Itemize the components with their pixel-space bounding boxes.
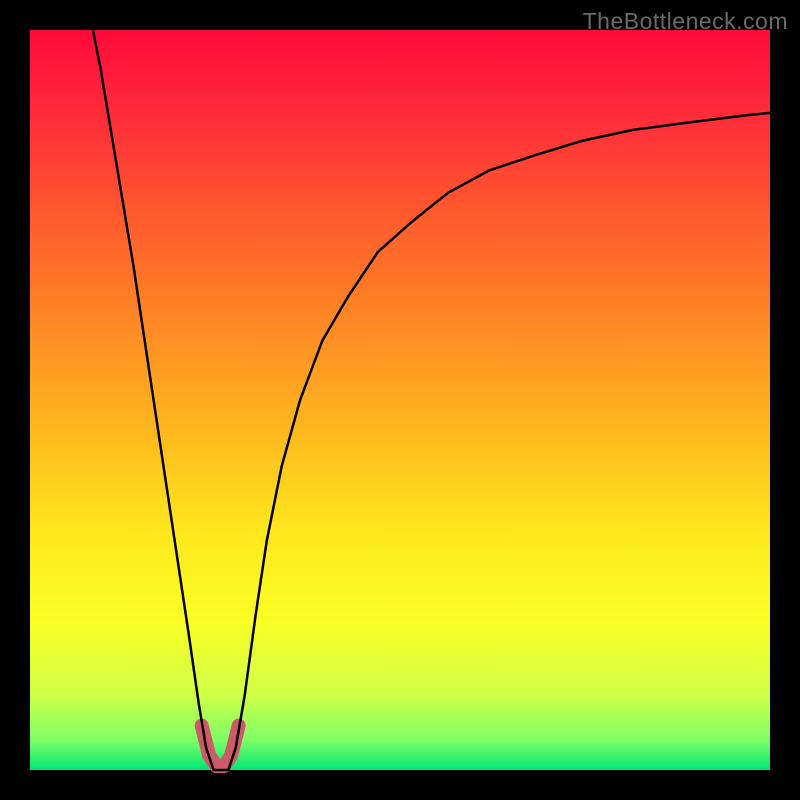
dip-marker-curve [202,726,239,767]
curve-svg-layer [30,30,770,770]
plot-area [30,30,770,770]
watermark-label: TheBottleneck.com [583,8,788,35]
bottleneck-main-curve [93,30,770,770]
